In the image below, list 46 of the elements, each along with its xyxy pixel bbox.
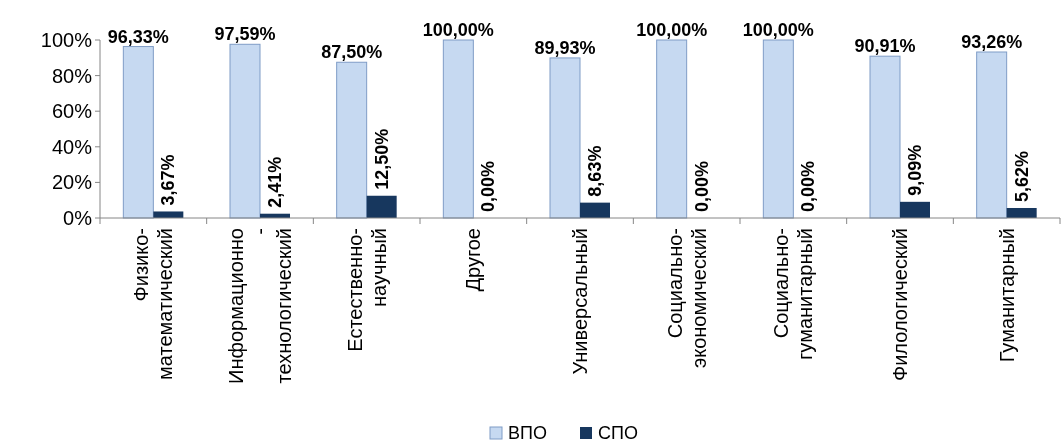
bar xyxy=(580,202,610,218)
data-label: 8,63% xyxy=(585,145,605,197)
data-label: 12,50% xyxy=(371,128,392,190)
data-label: 93,26% xyxy=(961,32,1023,52)
bar xyxy=(229,43,261,219)
bar xyxy=(153,211,184,218)
data-label: 100,00% xyxy=(636,20,708,40)
y-tick-label: 20% xyxy=(51,171,93,194)
data-label: 90,91% xyxy=(854,36,916,57)
x-tick-label: Филологический xyxy=(889,228,911,382)
data-label: 100,00% xyxy=(422,20,494,40)
bar xyxy=(762,39,794,219)
data-label: 3,67% xyxy=(158,154,179,206)
bar xyxy=(656,39,688,219)
data-label: 9,09% xyxy=(905,144,925,196)
data-label: 5,62% xyxy=(1011,150,1032,202)
bar xyxy=(1006,208,1037,218)
y-tick-label: 40% xyxy=(51,135,93,158)
data-label: 100,00% xyxy=(742,20,814,40)
y-tick-label: 80% xyxy=(51,64,93,87)
data-label: 0,00% xyxy=(798,160,819,212)
data-label: 89,93% xyxy=(534,37,596,58)
data-label: 2,41% xyxy=(265,156,285,208)
data-label: 0,00% xyxy=(691,160,712,212)
x-tick-label: Гуманитарный xyxy=(995,228,1018,363)
bar xyxy=(336,61,368,219)
bar xyxy=(366,195,397,218)
bar xyxy=(976,51,1008,219)
y-tick-label: 100% xyxy=(40,29,93,51)
y-tick-label: 0% xyxy=(63,207,93,229)
data-label: 87,50% xyxy=(321,42,383,63)
data-label: 96,33% xyxy=(107,26,169,47)
x-tick-label: Физико- математический xyxy=(130,228,177,380)
bar xyxy=(442,39,474,219)
bar xyxy=(869,55,901,219)
x-tick-label: Социально- экономический xyxy=(663,228,710,369)
y-tick-label: 60% xyxy=(51,100,93,123)
x-tick-label: Универсальный xyxy=(569,228,591,375)
data-label: 97,59% xyxy=(214,24,276,45)
bar xyxy=(122,46,154,219)
legend-label: ВПО xyxy=(508,423,547,444)
data-label: 0,00% xyxy=(478,160,499,212)
x-tick-label: Другое xyxy=(462,228,485,292)
legend-label: СПО xyxy=(598,423,638,444)
bar xyxy=(549,57,581,219)
bar xyxy=(900,201,930,218)
